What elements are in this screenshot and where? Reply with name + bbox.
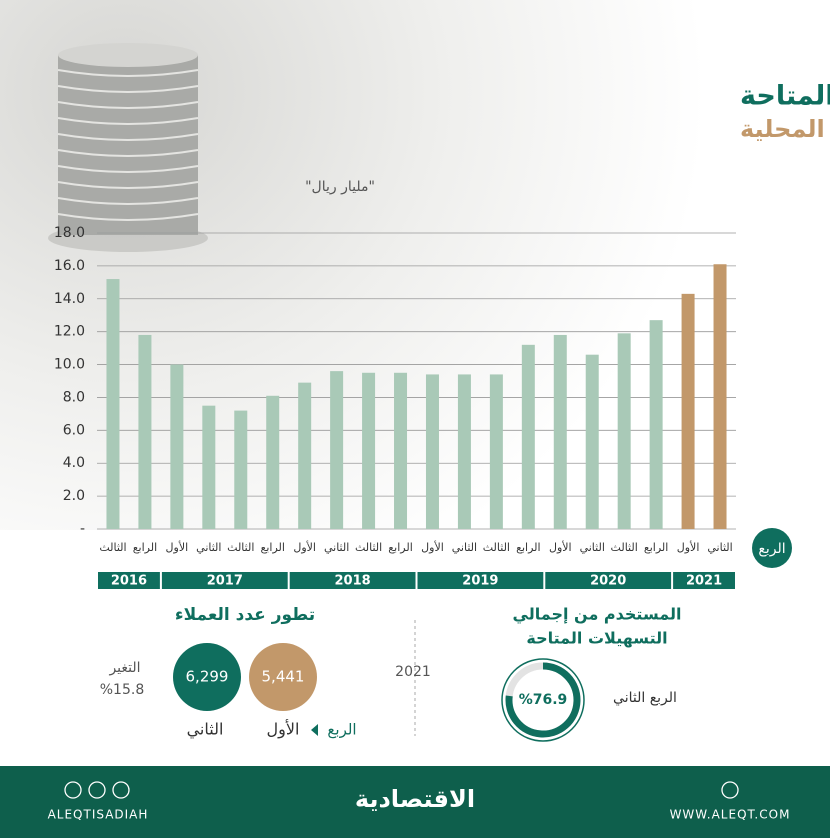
x-tick-label: الثاني (324, 541, 349, 554)
year-band (673, 572, 735, 589)
coins-photo (48, 43, 208, 252)
q2-value: 6,299 (186, 668, 229, 686)
q2-label: الثاني (187, 720, 224, 740)
y-tick-label: 6.0 (63, 422, 85, 438)
y-tick-label: 10.0 (54, 357, 85, 373)
bar (681, 293, 695, 529)
bar (425, 374, 439, 529)
x-tick-label: الأول (166, 540, 189, 554)
bar (489, 374, 503, 529)
bar (106, 279, 120, 529)
bar (266, 395, 280, 529)
quarter-badge (752, 528, 792, 568)
bar (457, 374, 471, 529)
year-label: 2019 (462, 574, 498, 589)
year-band (289, 572, 416, 589)
x-tick-label: الأول (549, 540, 572, 554)
y-tick-label: 4.0 (63, 455, 85, 471)
donut-outline (501, 658, 585, 742)
year-band (98, 572, 160, 589)
q2-circle (173, 643, 241, 711)
year-label: 2016 (111, 574, 147, 589)
bar (138, 334, 152, 529)
x-tick-label: الأول (677, 540, 700, 554)
x-tick-label: الرابع (388, 541, 412, 554)
bar (553, 334, 567, 529)
bar (394, 372, 408, 529)
lower-background (0, 530, 830, 766)
x-tick-label: الرابع (516, 541, 540, 554)
footer (0, 766, 830, 838)
x-tick-label: الثالث (227, 541, 254, 554)
donut-arc (505, 662, 581, 738)
bar (585, 354, 599, 529)
bar (362, 372, 376, 529)
change-value: %15.8 (100, 682, 144, 698)
year-label: 2021 (686, 574, 722, 589)
x-tick-label: الثالث (355, 541, 382, 554)
unit-label: "مليار ريال" (305, 179, 375, 195)
change-label: التغير (108, 660, 140, 676)
bar (298, 382, 312, 529)
customers-title: تطور عدد العملاء (175, 605, 315, 625)
x-tick-label: الثاني (452, 541, 477, 554)
x-tick-label: الثالث (483, 541, 510, 554)
bar (170, 364, 184, 529)
year-label: 2018 (335, 574, 371, 589)
bar (521, 344, 535, 529)
footer-handle: ALEQTISADIAH (48, 808, 149, 822)
arrow (311, 724, 318, 736)
bar (202, 405, 216, 529)
chart-title: التسهيلات المتاحة (740, 81, 830, 112)
x-tick-label: الأول (293, 540, 316, 554)
y-tick-label: - (80, 521, 85, 537)
x-tick-label: الرابع (644, 541, 668, 554)
year-label: 2020 (590, 574, 626, 589)
x-tick-label: الأول (421, 540, 444, 554)
q1-label: الأول (267, 719, 300, 740)
year-band (545, 572, 672, 589)
x-tick-label: الثالث (611, 541, 638, 554)
y-tick-label: 12.0 (54, 324, 85, 340)
bar (649, 320, 663, 529)
usage-title-1: المستخدم من إجمالي (513, 605, 682, 625)
usage-value: %76.9 (519, 692, 568, 708)
chart-subtitle: لمتداولي الأسهم المحلية (740, 114, 830, 143)
bar (330, 371, 344, 529)
year-label: 2017 (207, 574, 243, 589)
footer-website: WWW.ALEQT.COM (670, 808, 791, 822)
year-label: 2021 (395, 664, 431, 680)
x-tick-label: الثاني (580, 541, 605, 554)
y-tick-label: 16.0 (54, 258, 85, 274)
social-icons (64, 781, 739, 799)
bar (617, 333, 631, 529)
footer-logo: الاقتصادية (355, 785, 475, 813)
customers-panel: تطور عدد العملاء 6,299 5,441 الثاني الأو… (100, 605, 357, 740)
year-band (161, 572, 288, 589)
bar (713, 264, 727, 529)
y-tick-label: 14.0 (54, 291, 85, 307)
x-tick-label: الرابع (133, 541, 157, 554)
x-tick-label: الثاني (707, 541, 732, 554)
x-tick-label: الرابع (260, 541, 284, 554)
y-tick-label: 18.0 (54, 225, 85, 241)
q1-value: 5,441 (262, 668, 305, 686)
bar (234, 410, 248, 529)
x-tick-label: الثالث (99, 541, 126, 554)
usage-title-2: التسهيلات المتاحة (526, 629, 667, 648)
y-tick-label: 8.0 (63, 389, 85, 405)
usage-quarter: الربع الثاني (613, 690, 677, 706)
x-tick-label: الثاني (196, 541, 221, 554)
quarter-word: الربع (327, 721, 356, 739)
q1-circle (249, 643, 317, 711)
year-band (417, 572, 544, 589)
y-tick-label: 2.0 (63, 488, 85, 504)
x-axis-label: الربع (758, 541, 785, 557)
